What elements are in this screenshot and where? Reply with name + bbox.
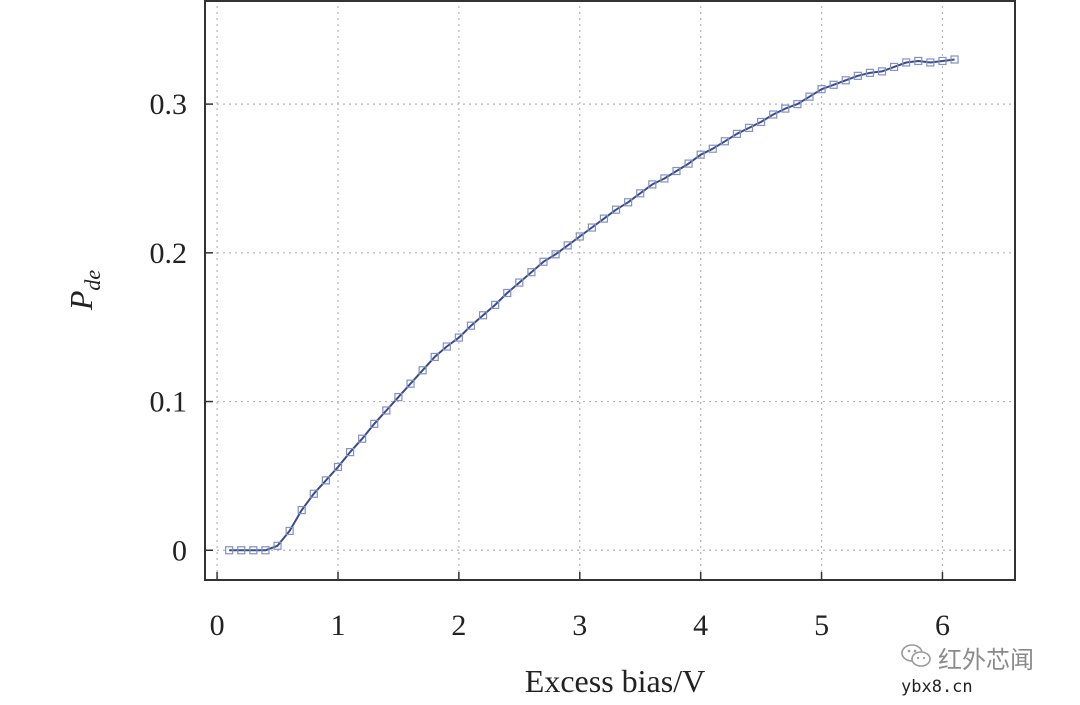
- data-point: [793, 100, 802, 109]
- data-point: [781, 104, 790, 113]
- data-point: [708, 144, 717, 153]
- data-point: [841, 76, 850, 85]
- data-point: [684, 159, 693, 168]
- data-point: [636, 189, 645, 198]
- data-point: [926, 58, 935, 67]
- data-point: [430, 352, 439, 362]
- data-point: [805, 92, 814, 101]
- wechat-icon: [901, 644, 931, 667]
- data-point: [817, 85, 826, 94]
- data-point: [382, 406, 391, 415]
- data-point: [225, 546, 234, 555]
- data-point: [732, 129, 742, 138]
- data-point: [551, 250, 560, 259]
- x-tick-label: 1: [330, 609, 345, 642]
- series-line-path: [229, 58, 955, 552]
- data-point: [261, 546, 270, 555]
- data-point: [406, 379, 415, 388]
- data-point: [527, 268, 536, 277]
- data-point: [478, 311, 488, 320]
- y-axis-title-sub: de: [80, 270, 105, 291]
- data-point: [696, 150, 705, 159]
- y-tick-label: 0: [172, 534, 187, 567]
- data-point: [660, 174, 669, 183]
- data-point: [853, 71, 862, 80]
- data-point: [877, 67, 887, 76]
- x-tick-label: 2: [451, 609, 466, 642]
- data-point: [914, 56, 923, 66]
- y-tick-label: 0.2: [150, 237, 188, 270]
- x-tick-label: 5: [814, 609, 829, 642]
- y-tick-label: 0.1: [150, 386, 188, 419]
- data-point: [358, 434, 367, 443]
- y-tick-label: 0.3: [150, 88, 188, 121]
- grid-lines: [205, 0, 1015, 580]
- data-point: [418, 366, 427, 375]
- data-point: [345, 448, 355, 457]
- data-point: [720, 137, 729, 146]
- data-point: [563, 241, 572, 250]
- data-point: [744, 123, 754, 132]
- data-point: [890, 62, 899, 72]
- data-point: [309, 489, 318, 498]
- data-point: [442, 342, 451, 351]
- data-point: [237, 546, 246, 555]
- y-axis-title-main: P: [63, 291, 99, 312]
- x-tick-label: 6: [935, 609, 950, 642]
- data-point: [539, 257, 548, 266]
- data-point: [950, 55, 959, 64]
- data-point: [394, 392, 403, 402]
- data-point: [249, 546, 258, 555]
- data-point: [273, 541, 282, 550]
- data-point: [769, 110, 778, 119]
- x-tick-label: 4: [693, 609, 708, 642]
- data-point: [454, 333, 463, 342]
- data-point: [370, 419, 379, 428]
- x-tick-label: 3: [572, 609, 587, 642]
- data-point: [902, 58, 911, 67]
- data-point: [672, 166, 681, 176]
- data-point: [575, 232, 584, 241]
- watermark-site: ybx8.cn: [895, 676, 979, 698]
- data-point: [491, 300, 500, 309]
- plot-frame: [204, 0, 1016, 581]
- data-point: [515, 278, 524, 287]
- x-tick-label: 0: [210, 609, 225, 642]
- data-point: [624, 198, 633, 207]
- series-markers: [225, 55, 959, 555]
- data-point: [333, 462, 343, 472]
- data-point: [829, 80, 838, 89]
- data-point: [648, 180, 657, 189]
- data-point: [297, 506, 306, 515]
- data-point: [865, 68, 875, 77]
- data-point: [938, 56, 947, 66]
- data-point: [757, 117, 766, 127]
- data-point: [503, 288, 512, 298]
- data-point: [611, 205, 621, 214]
- watermark-name: 红外芯闻: [938, 646, 1034, 674]
- x-axis-title: Excess bias/V: [525, 663, 705, 699]
- y-axis-title: Pde: [63, 270, 105, 312]
- data-point: [321, 476, 330, 485]
- series-line: [229, 58, 955, 552]
- axis-ticks: 0 1 2 3 4 5 6 0 0.1 0.2 0.3: [150, 88, 950, 642]
- data-point: [285, 526, 294, 536]
- data-point: [466, 321, 476, 330]
- data-point: [587, 223, 596, 232]
- data-point: [599, 214, 609, 223]
